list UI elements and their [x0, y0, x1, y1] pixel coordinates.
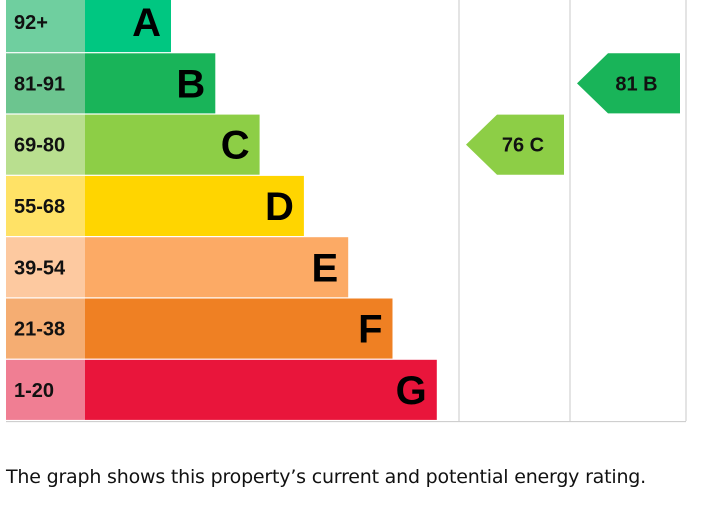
- band-bar-g: [85, 359, 437, 420]
- band-letter-g: G: [396, 369, 427, 413]
- range-cell-a: [6, 0, 85, 53]
- range-label-c: 69-80: [14, 135, 65, 157]
- band-bar-d: [85, 175, 304, 236]
- band-bar-b: [85, 53, 216, 114]
- band-bar-a: [85, 0, 171, 53]
- range-cell-f: [6, 298, 85, 359]
- band-bar-e: [85, 237, 349, 298]
- range-cell-b: [6, 53, 85, 114]
- current-rating-arrow: [466, 114, 564, 175]
- band-letter-c: C: [221, 124, 250, 168]
- band-bar-c: [85, 114, 260, 175]
- energy-rating-chart: 92+ A81-91 B69-80 C55-68 D39-54 E21-38 F1-20 G …: [6, 0, 687, 423]
- band-letter-b: B: [176, 62, 205, 106]
- rating-bands: 92+ A 81-91 B 69-80 C 55-68 D 39-54 E 21-38 F 1-20 G: [6, 0, 437, 420]
- range-cell-e: [6, 237, 85, 298]
- chart-caption: The graph shows this property’s current …: [6, 466, 646, 488]
- band-bar-f: [85, 298, 393, 359]
- band-letter-f: F: [358, 308, 382, 352]
- range-label-a: 92+: [14, 12, 48, 34]
- range-label-e: 39-54: [14, 257, 66, 279]
- range-label-b: 81-91: [14, 73, 65, 95]
- range-cell-g: [6, 359, 85, 420]
- potential-rating-arrow: [577, 53, 680, 114]
- range-label-g: 1-20: [14, 380, 54, 402]
- rating-markers: 76 C 81 B: [466, 53, 680, 175]
- range-cell-d: [6, 175, 85, 236]
- range-label-f: 21-38: [14, 319, 65, 341]
- band-letter-a: A: [132, 1, 161, 45]
- band-letter-d: D: [265, 185, 294, 229]
- chart-frame-lines: [6, 0, 687, 423]
- current-rating-label: 76 C: [502, 135, 544, 157]
- band-letter-e: E: [312, 246, 339, 290]
- potential-rating-label: 81 B: [615, 73, 657, 95]
- range-label-d: 55-68: [14, 196, 65, 218]
- range-cell-c: [6, 114, 85, 175]
